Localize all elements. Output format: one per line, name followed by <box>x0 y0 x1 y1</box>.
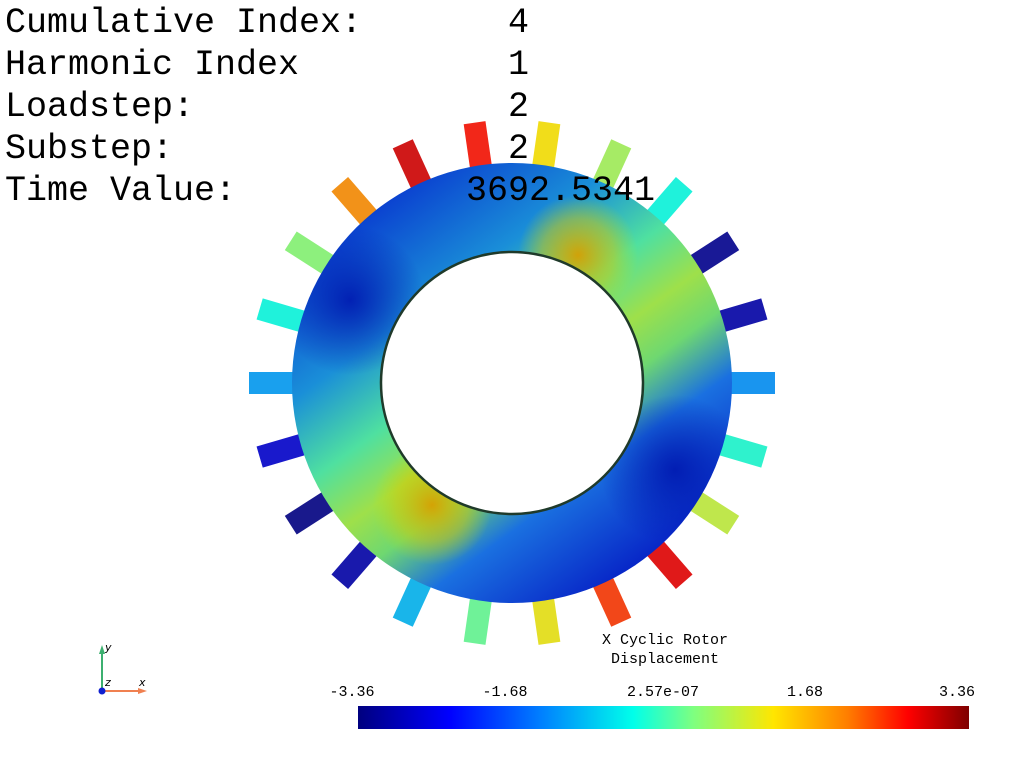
colorbar-title-line2: Displacement <box>610 651 720 668</box>
colorbar-tick-mid: 2.57e-07 <box>626 684 700 701</box>
loadstep-label: Loadstep: <box>5 87 195 127</box>
x-axis-label: x <box>138 676 146 689</box>
substep-row: Substep: 2 <box>5 128 665 170</box>
cumulative-index-row: Cumulative Index: 4 <box>5 2 665 44</box>
time-value-row: Time Value: 3692.5341 <box>5 170 665 212</box>
colorbar-tick-min: -3.36 <box>329 684 375 701</box>
z-axis-label: z <box>104 676 111 689</box>
x-axis-arrow <box>138 688 147 694</box>
cumulative-index-label: Cumulative Index: <box>5 3 363 43</box>
colorbar-title-line1: X Cyclic Rotor <box>601 632 729 649</box>
loadstep-value: 2 <box>507 87 529 127</box>
time-value-label: Time Value: <box>5 171 237 211</box>
colorbar-tick-low: -1.68 <box>482 684 528 701</box>
y-axis-label: y <box>104 641 112 654</box>
harmonic-index-label: Harmonic Index <box>5 45 300 85</box>
colorbar <box>358 706 969 729</box>
harmonic-index-row: Harmonic Index 1 <box>5 44 665 86</box>
substep-value: 2 <box>507 129 529 169</box>
axes-triad[interactable]: y z x <box>90 640 160 705</box>
harmonic-index-value: 1 <box>507 45 529 85</box>
z-axis-dot <box>98 687 106 695</box>
y-axis-arrow <box>99 645 105 654</box>
cumulative-index-value: 4 <box>507 3 529 43</box>
colorbar-title: X Cyclic Rotor Displacement <box>565 631 765 669</box>
result-info-panel: Cumulative Index: 4 Harmonic Index 1 Loa… <box>5 2 665 212</box>
time-value-value: 3692.5341 <box>465 171 655 211</box>
rotor-bore <box>379 250 645 516</box>
substep-label: Substep: <box>5 129 174 169</box>
colorbar-tick-max: 3.36 <box>938 684 976 701</box>
colorbar-tick-high: 1.68 <box>786 684 824 701</box>
loadstep-row: Loadstep: 2 <box>5 86 665 128</box>
